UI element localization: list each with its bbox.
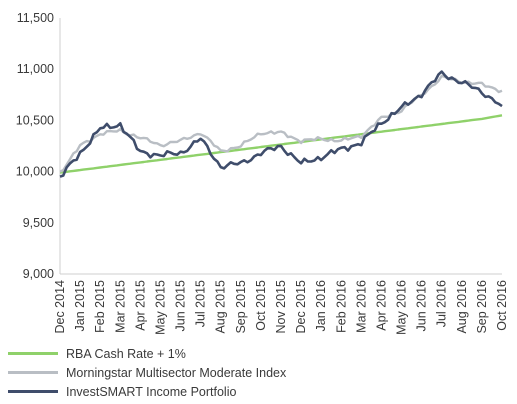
x-tick-label: Apr 2016 (374, 280, 388, 331)
x-tick-label: Oct 2015 (254, 280, 268, 331)
legend-item-morningstar: Morningstar Multisector Moderate Index (8, 363, 513, 382)
x-tick-label: Jun 2015 (174, 280, 188, 331)
y-tick-label: 10,500 (16, 113, 54, 127)
x-tick-label: Jan 2016 (314, 280, 328, 331)
legend-label-rba: RBA Cash Rate + 1% (66, 346, 186, 361)
x-tick-label: Feb 2016 (334, 280, 348, 333)
x-tick-label: Dec 2014 (53, 280, 67, 334)
x-tick-label: Nov 2015 (274, 280, 288, 334)
x-tick-label: Oct 2016 (495, 280, 509, 331)
x-tick-label: Sep 2015 (234, 280, 248, 334)
legend: RBA Cash Rate + 1% Morningstar Multisect… (8, 344, 513, 401)
y-tick-label: 10,000 (16, 165, 54, 179)
legend-item-rba: RBA Cash Rate + 1% (8, 344, 513, 363)
y-tick-label: 11,500 (17, 11, 54, 25)
x-tick-label: Dec 2015 (294, 280, 308, 334)
series-line-investsmart (59, 70, 503, 178)
x-tick-label: May 2015 (153, 280, 167, 335)
y-tick-label: 11,000 (17, 62, 54, 76)
legend-swatch-morningstar (8, 371, 58, 374)
x-tick-label: Feb 2015 (93, 280, 107, 333)
legend-swatch-rba (8, 352, 58, 355)
legend-item-investsmart: InvestSMART Income Portfolio (8, 382, 513, 401)
legend-label-morningstar: Morningstar Multisector Moderate Index (66, 365, 287, 380)
x-tick-label: Mar 2016 (354, 280, 368, 333)
x-tick-label: Jul 2016 (435, 280, 449, 327)
x-tick-label: Aug 2015 (214, 280, 228, 334)
y-tick-label: 9,500 (23, 216, 54, 230)
legend-swatch-investsmart (8, 390, 58, 393)
x-tick-label: Aug 2016 (455, 280, 469, 334)
legend-label-investsmart: InvestSMART Income Portfolio (66, 384, 237, 399)
x-tick-label: Apr 2015 (133, 280, 147, 331)
x-tick-label: Jul 2015 (194, 280, 208, 327)
x-tick-label: Jan 2015 (73, 280, 87, 331)
series-line-rba (59, 114, 503, 174)
x-tick-label: Sep 2016 (475, 280, 489, 334)
x-tick-label: Mar 2015 (113, 280, 127, 333)
y-tick-label: 9,000 (23, 267, 54, 281)
x-tick-label: May 2016 (395, 280, 409, 335)
x-tick-label: Jun 2016 (415, 280, 429, 331)
series-line-morningstar (59, 74, 503, 173)
